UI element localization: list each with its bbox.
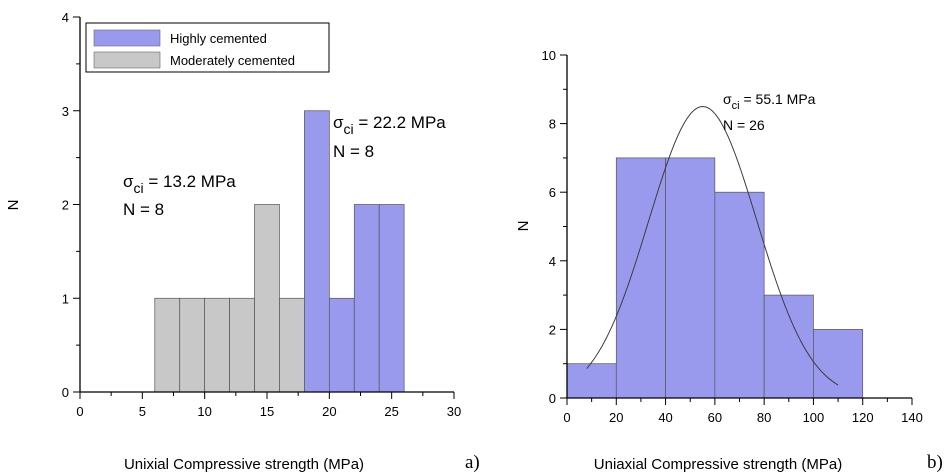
y-tick-label: 4 [62, 10, 69, 25]
histogram-bar [353, 204, 380, 393]
annotation-all-n: N = 26 [723, 117, 765, 133]
x-tick-label: 0 [563, 410, 570, 425]
y-tick-label: 8 [549, 117, 556, 132]
y-axis-title-a: N [5, 200, 22, 211]
x-tick-label: 25 [384, 404, 398, 419]
x-tick-label: 30 [447, 404, 461, 419]
axes-b: 0 20 40 60 80 100 120 140 0 2 4 6 8 10 [542, 48, 923, 425]
panel-label-b: b) [927, 452, 943, 473]
legend-swatch-highly [93, 29, 161, 47]
histogram-bars-a [154, 110, 405, 393]
y-tick-label: 2 [549, 322, 556, 337]
histogram-bar [813, 329, 864, 399]
normal-fit-curve [586, 105, 839, 386]
histogram-bar [378, 204, 405, 393]
axes-a: 0 5 10 15 20 25 30 0 1 2 3 4 [62, 10, 461, 419]
legend-swatch-moderately [93, 51, 161, 69]
x-tick-label: 120 [852, 410, 874, 425]
x-tick-label: 40 [658, 410, 672, 425]
histogram-bar [154, 297, 181, 393]
y-axis-title-b: N [515, 221, 532, 232]
histogram-bars-b [566, 157, 864, 399]
histogram-bar [204, 297, 230, 393]
histogram-bar [229, 297, 255, 393]
x-axis-title-a: Unixial Compressive strength (MPa) [124, 456, 364, 473]
y-tick-label: 10 [542, 48, 556, 63]
legend-label-highly: Highly cemented [170, 31, 267, 46]
annotation-moderate-n: N = 8 [123, 200, 164, 219]
histogram-bar [615, 157, 666, 399]
y-tick-label: 0 [549, 391, 556, 406]
x-tick-label: 100 [803, 410, 825, 425]
histogram-bar [254, 204, 280, 393]
x-tick-label: 20 [609, 410, 623, 425]
x-tick-label: 0 [76, 404, 83, 419]
x-tick-label: 10 [197, 404, 211, 419]
panel-label-a: a) [465, 452, 480, 473]
histogram-bar [328, 297, 355, 393]
annotation-moderate-sigma: σci = 13.2 MPa [123, 172, 236, 196]
chart-panel-a: 0 5 10 15 20 25 30 0 1 2 3 4 Highly cemented Modera… [5, 10, 480, 473]
legend-a: Highly cemented Moderately cemented [85, 22, 330, 73]
y-tick-label: 4 [549, 254, 556, 269]
annotation-all: σci = 55.1 MPa N = 26 [723, 91, 816, 133]
legend-label-moderately: Moderately cemented [170, 53, 295, 68]
x-tick-label: 5 [139, 404, 146, 419]
x-tick-label: 80 [757, 410, 771, 425]
y-tick-label: 3 [62, 104, 69, 119]
x-tick-label: 60 [708, 410, 722, 425]
histogram-bar [179, 297, 206, 393]
annotation-moderate: σci = 13.2 MPa N = 8 [123, 172, 236, 219]
y-tick-label: 2 [62, 198, 69, 213]
y-tick-label: 0 [62, 385, 69, 400]
histogram-bar [665, 157, 716, 399]
chart-panel-b: 0 20 40 60 80 100 120 140 0 2 4 6 8 10 σci = 55.1 MPa… [515, 48, 943, 473]
annotation-high-sigma: σci = 22.2 MPa [333, 113, 446, 137]
x-axis-title-b: Uniaxial Compressive strength (MPa) [594, 456, 842, 473]
annotation-all-sigma: σci = 55.1 MPa [723, 91, 816, 112]
histogram-bar [763, 294, 814, 399]
x-tick-label: 140 [901, 410, 923, 425]
y-tick-label: 6 [549, 185, 556, 200]
histogram-bar [566, 363, 617, 399]
annotation-high-n: N = 8 [333, 142, 374, 161]
x-tick-label: 15 [260, 404, 274, 419]
x-tick-label: 20 [322, 404, 336, 419]
histogram-bar [304, 110, 330, 393]
histogram-bar [714, 191, 765, 399]
annotation-high: σci = 22.2 MPa N = 8 [333, 113, 446, 161]
histogram-bar [279, 297, 305, 393]
y-tick-label: 1 [62, 291, 69, 306]
